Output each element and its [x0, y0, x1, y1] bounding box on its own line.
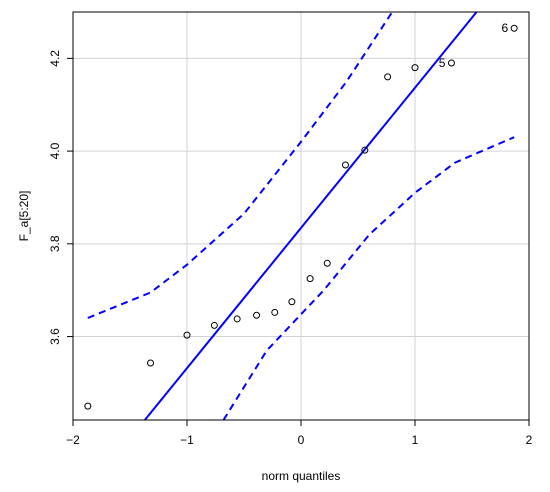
x-tick-label: −1 [180, 433, 194, 447]
data-point [306, 275, 314, 283]
y-tick-label: 4.0 [48, 142, 62, 159]
point-label: 6 [501, 21, 508, 35]
data-point [411, 64, 419, 72]
data-point [183, 331, 191, 339]
y-axis-title: F_a[5:20] [17, 191, 31, 242]
data-point [271, 308, 279, 316]
y-tick-label: 4.2 [48, 50, 62, 67]
confidence-bands [87, 12, 515, 420]
point-labels: 56 [439, 21, 509, 70]
data-point [233, 315, 241, 323]
data-point [84, 402, 92, 410]
reference-line [144, 12, 478, 420]
grid-lines [72, 12, 530, 420]
point-label: 5 [439, 56, 446, 70]
x-tick-label: −2 [66, 433, 80, 447]
data-point [510, 24, 518, 32]
data-point [323, 259, 331, 267]
y-tick-label: 3.6 [48, 328, 62, 345]
data-point [147, 359, 155, 367]
x-axis: −2 −1 0 1 2 [66, 420, 533, 447]
y-tick-label: 3.8 [48, 235, 62, 252]
data-point [361, 146, 369, 154]
x-axis-title: norm quantiles [262, 469, 341, 483]
data-point [288, 298, 296, 306]
data-point [384, 73, 392, 81]
data-point [447, 59, 455, 67]
confidence-band-lower [222, 136, 515, 420]
data-point [253, 311, 261, 319]
y-axis: 3.6 3.8 4.0 4.2 [48, 50, 73, 345]
data-point [210, 321, 218, 329]
data-points [84, 24, 518, 410]
data-point [341, 161, 349, 169]
reference-line-group [144, 12, 478, 420]
x-tick-label: 1 [412, 433, 419, 447]
x-tick-label: 0 [298, 433, 305, 447]
x-tick-label: 2 [526, 433, 533, 447]
